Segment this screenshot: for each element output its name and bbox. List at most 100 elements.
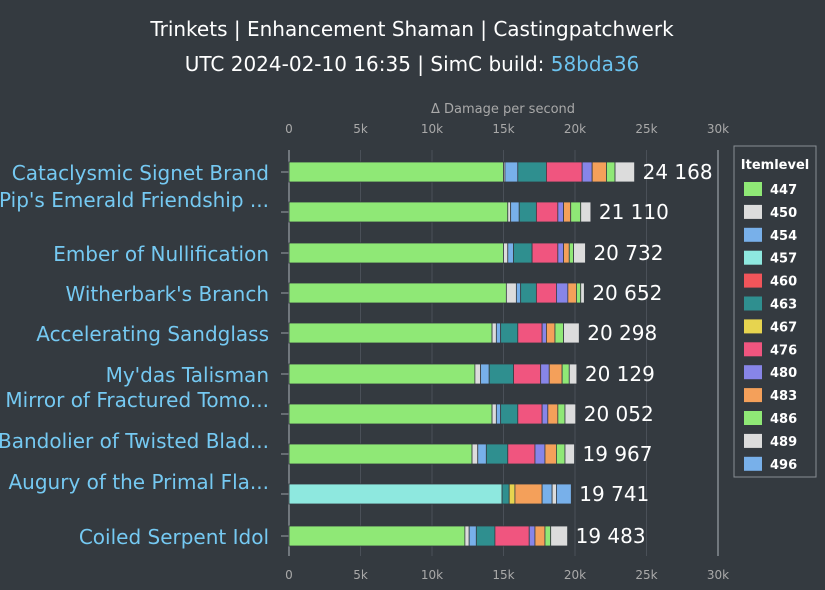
bar-segment xyxy=(556,483,572,505)
bar-segment xyxy=(517,161,547,183)
bar-segment xyxy=(614,161,636,183)
legend-item[interactable]: 486 xyxy=(744,411,797,427)
legend-item[interactable]: 454 xyxy=(744,227,797,244)
bar-segment xyxy=(547,403,559,425)
legend-item[interactable]: 447 xyxy=(744,182,797,198)
legend-swatch xyxy=(744,319,762,334)
bar-segment xyxy=(517,322,543,344)
legend-label: 463 xyxy=(770,298,797,313)
bar-total-label: 20 652 xyxy=(592,281,662,305)
bar-segment xyxy=(507,242,514,264)
x-tick-label-bottom: 0 xyxy=(285,568,293,582)
x-tick-label-bottom: 25k xyxy=(635,568,657,582)
x-tick-label-bottom: 15k xyxy=(492,568,514,582)
subtitle-prefix: UTC 2024-02-10 16:35 | SimC build: xyxy=(185,52,551,76)
bar-segment xyxy=(567,282,577,304)
x-axis-title: Δ Damage per second xyxy=(431,102,575,117)
bar-segment xyxy=(485,443,509,465)
legend-item[interactable]: 483 xyxy=(744,388,797,404)
bar-row xyxy=(288,322,580,344)
bar-total-label: 20 129 xyxy=(585,362,655,386)
legend-label: 486 xyxy=(770,412,797,427)
bar-segment xyxy=(464,525,470,547)
bar-segment xyxy=(570,201,582,223)
legend-item[interactable]: 463 xyxy=(744,296,797,313)
legend-label: 450 xyxy=(770,206,797,221)
bar-row xyxy=(288,443,575,465)
bar-segment xyxy=(573,242,586,264)
x-tick-label-top: 0 xyxy=(285,122,293,136)
bar-row xyxy=(288,242,586,264)
bar-segment xyxy=(288,322,493,344)
bar-segment xyxy=(475,525,496,547)
category-label[interactable]: Augury of the Primal Fla... xyxy=(9,470,270,494)
category-label[interactable]: Bandolier of Twisted Blad... xyxy=(0,429,269,453)
legend-swatch xyxy=(744,388,762,403)
bar-segment xyxy=(563,201,572,223)
legend-item[interactable]: 496 xyxy=(744,456,797,473)
legend-swatch xyxy=(744,250,762,265)
bar-segment xyxy=(513,242,533,264)
legend-item[interactable]: 476 xyxy=(744,342,797,358)
bars xyxy=(288,161,636,547)
bar-segment xyxy=(288,201,509,223)
bar-segment xyxy=(495,322,502,344)
category-label[interactable]: Mirror of Fractured Tomo... xyxy=(5,388,269,412)
legend-item[interactable]: 467 xyxy=(744,319,797,335)
bar-segment xyxy=(568,242,574,264)
value-labels: 24 168 21 110 20 732 20 652 20 298 20 129 20 0… xyxy=(576,160,713,548)
bar-segment xyxy=(541,403,549,425)
category-label[interactable]: Witherbark's Branch xyxy=(65,282,269,306)
legend-swatch xyxy=(744,182,762,196)
legend-swatch xyxy=(744,433,762,448)
legend-item[interactable]: 450 xyxy=(744,204,797,221)
bar-segment xyxy=(288,282,507,304)
category-label[interactable]: Coiled Serpent Idol xyxy=(79,525,269,549)
bar-segment xyxy=(468,525,477,547)
bar-segment xyxy=(540,363,550,385)
legend-item[interactable]: 489 xyxy=(744,433,797,450)
legend-label: 489 xyxy=(770,435,797,450)
legend: Itemlevel 447 450 454 457 460 463 467 476 480 483… xyxy=(733,145,817,478)
category-label[interactable]: My'das Talisman xyxy=(106,363,269,387)
bar-segment xyxy=(508,483,516,505)
bar-total-label: 20 052 xyxy=(584,402,654,426)
bar-row xyxy=(288,403,577,425)
x-tick-label-bottom: 10k xyxy=(421,568,443,582)
category-label[interactable]: Pip's Emerald Friendship ... xyxy=(0,188,269,212)
legend-item[interactable]: 460 xyxy=(744,273,797,290)
bar-segment xyxy=(477,443,487,465)
legend-item[interactable]: 480 xyxy=(744,365,797,381)
bar-segment xyxy=(288,525,466,547)
bar-total-label: 19 483 xyxy=(576,524,646,548)
bar-segment xyxy=(513,363,542,385)
bar-segment xyxy=(531,242,559,264)
bar-segment xyxy=(488,363,514,385)
bar-segment xyxy=(515,282,522,304)
category-label[interactable]: Cataclysmic Signet Brand xyxy=(12,161,269,185)
bar-total-label: 20 732 xyxy=(593,241,663,265)
category-label[interactable]: Ember of Nullification xyxy=(53,242,269,266)
legend-label: 496 xyxy=(770,458,797,473)
category-label[interactable]: Accelerating Sandglass xyxy=(36,322,269,346)
bar-segment xyxy=(288,403,493,425)
x-tick-label-bottom: 20k xyxy=(564,568,586,582)
bar-segment xyxy=(288,363,476,385)
bar-segment xyxy=(606,161,616,183)
build-link[interactable]: 58bda36 xyxy=(551,52,640,76)
bar-segment xyxy=(495,403,502,425)
bar-segment xyxy=(288,443,473,465)
legend-item[interactable]: 457 xyxy=(744,250,797,267)
x-tick-label-top: 15k xyxy=(492,122,514,136)
legend-label: 467 xyxy=(770,320,797,335)
legend-label: 447 xyxy=(770,183,797,198)
x-ticks-bottom: 0 5k 10k 15k 20k 25k 30k xyxy=(285,568,729,582)
bar-row xyxy=(288,201,592,223)
bar-segment xyxy=(556,282,569,304)
x-tick-label-bottom: 5k xyxy=(353,568,368,582)
bar-segment xyxy=(554,322,564,344)
legend-swatch xyxy=(744,342,762,357)
bar-segment xyxy=(507,201,512,223)
bar-segment xyxy=(563,322,580,344)
